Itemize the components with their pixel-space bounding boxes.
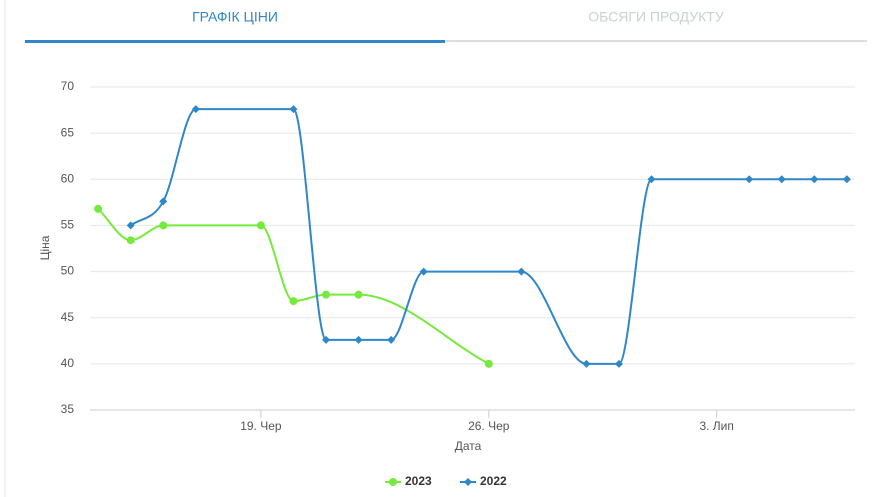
point	[322, 290, 331, 299]
x-axis-title: Дата	[455, 439, 482, 453]
y-tick-label: 55	[61, 218, 75, 232]
point	[191, 105, 200, 114]
point	[289, 105, 298, 114]
y-tick-label: 50	[61, 264, 75, 278]
legend-marker	[464, 478, 472, 486]
point	[126, 221, 135, 230]
point	[484, 359, 493, 368]
legend-label: 2022	[480, 474, 507, 488]
point	[517, 267, 526, 276]
x-tick-label: 26. Чер	[468, 419, 510, 433]
point	[159, 221, 168, 230]
x-tick-label: 3. Лип	[699, 419, 733, 433]
point	[810, 175, 819, 184]
tab-indicator	[25, 40, 445, 43]
line	[130, 108, 847, 365]
tab-bar	[25, 40, 867, 42]
y-tick-label: 45	[61, 310, 75, 324]
tab-price[interactable]	[25, 0, 445, 42]
point	[322, 335, 331, 344]
legend-label: 2023	[405, 474, 432, 488]
point	[94, 204, 103, 213]
point	[777, 175, 786, 184]
point	[582, 359, 591, 368]
y-axis-title: Ціна	[38, 235, 52, 260]
y-tick-label: 40	[61, 356, 75, 370]
y-tick-label: 60	[61, 171, 75, 185]
y-tick-label: 65	[61, 125, 75, 139]
point	[419, 267, 428, 276]
line	[97, 208, 490, 365]
point	[354, 335, 363, 344]
point	[842, 175, 851, 184]
y-tick-label: 70	[61, 79, 75, 93]
legend-marker	[389, 478, 397, 486]
point	[289, 297, 298, 306]
y-tick-label: 35	[61, 402, 75, 416]
point	[354, 290, 363, 299]
tab-volume[interactable]	[445, 0, 867, 42]
point	[745, 175, 754, 184]
point	[256, 221, 265, 230]
tab-label[interactable]: ГРАФІК ЦІНИ	[192, 9, 278, 25]
tab-label[interactable]: ОБСЯГИ ПРОДУКТУ	[588, 9, 724, 25]
point	[647, 175, 656, 184]
point	[159, 197, 168, 206]
point	[387, 335, 396, 344]
point	[614, 359, 623, 368]
point	[126, 236, 135, 245]
x-tick-label: 19. Чер	[240, 419, 282, 433]
